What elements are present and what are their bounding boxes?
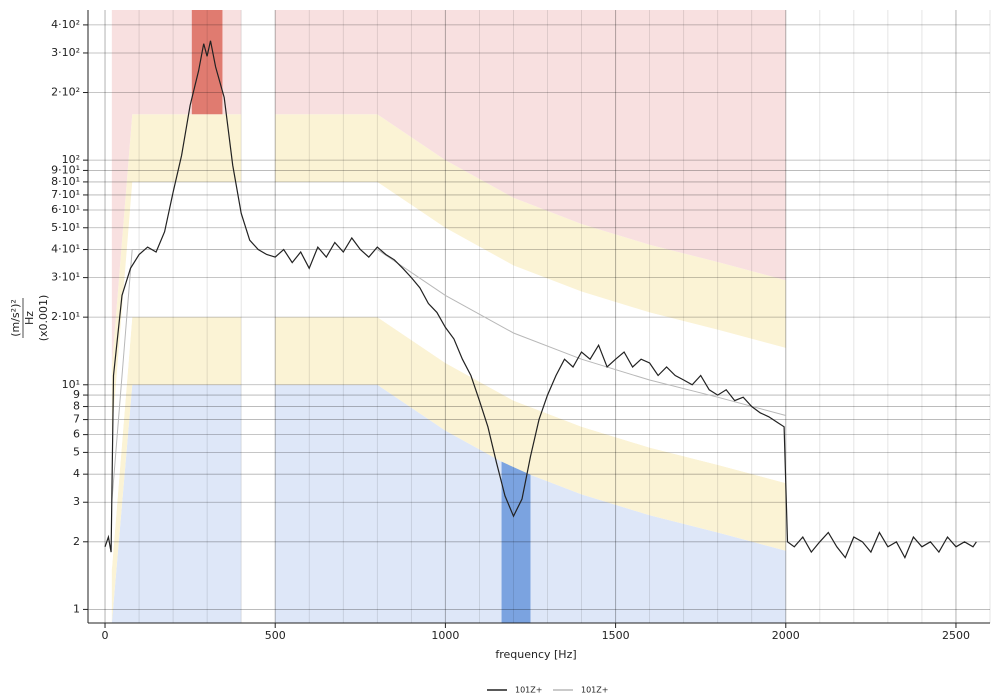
y-tick-label: 2·10¹ <box>51 310 80 323</box>
y-label-denominator: Hz <box>23 311 36 325</box>
x-tick-label: 1000 <box>431 629 459 642</box>
series-line <box>111 249 786 503</box>
tolerance-band <box>111 181 242 570</box>
y-tick-label: 4·10² <box>51 18 80 31</box>
tolerance-band <box>275 114 786 348</box>
y-tick-label: 7 <box>73 413 80 426</box>
alarm-band <box>501 461 531 623</box>
series-line <box>104 40 977 559</box>
tolerance-band <box>275 10 786 281</box>
x-axis-label: frequency [Hz] <box>495 648 576 661</box>
x-tick-label: 2000 <box>772 629 800 642</box>
alarm-band <box>191 10 223 115</box>
y-tick-label: 6 <box>73 428 80 441</box>
y-tick-label: 3 <box>73 495 80 508</box>
y-label-unit: (m/s²)² <box>9 299 22 337</box>
tolerance-band <box>111 317 242 623</box>
tolerance-band <box>275 181 786 484</box>
y-tick-label: 4 <box>73 467 80 480</box>
y-tick-label: 10¹ <box>62 378 80 391</box>
y-axis-label: (m/s²)² Hz (x0.001) <box>9 295 50 342</box>
y-tick-label: 8 <box>73 400 80 413</box>
tolerance-band <box>275 317 786 551</box>
y-tick-label: 5 <box>73 445 80 458</box>
x-tick-label: 1500 <box>602 629 630 642</box>
x-tick-label: 2500 <box>942 629 970 642</box>
legend-label: 101Z+ <box>515 686 542 695</box>
x-tick-label: 500 <box>265 629 286 642</box>
y-tick-label: 4·10¹ <box>51 243 80 256</box>
y-tick-label: 8·10¹ <box>51 175 80 188</box>
x-tick-label: 0 <box>102 629 109 642</box>
y-tick-label: 1 <box>73 602 80 615</box>
y-tick-label: 10² <box>62 153 80 166</box>
y-tick-label: 3·10² <box>51 46 80 59</box>
tolerance-band <box>111 384 242 623</box>
y-tick-label: 9 <box>73 388 80 401</box>
y-tick-label: 3·10¹ <box>51 271 80 284</box>
y-tick-label: 9·10¹ <box>51 163 80 176</box>
y-tick-label: 2·10² <box>51 86 80 99</box>
y-tick-label: 6·10¹ <box>51 203 80 216</box>
y-label-scale: (x0.001) <box>37 295 50 342</box>
y-tick-label: 2 <box>73 535 80 548</box>
legend-label: 101Z+ <box>581 686 608 695</box>
y-tick-label: 5·10¹ <box>51 221 80 234</box>
y-tick-label: 7·10¹ <box>51 188 80 201</box>
